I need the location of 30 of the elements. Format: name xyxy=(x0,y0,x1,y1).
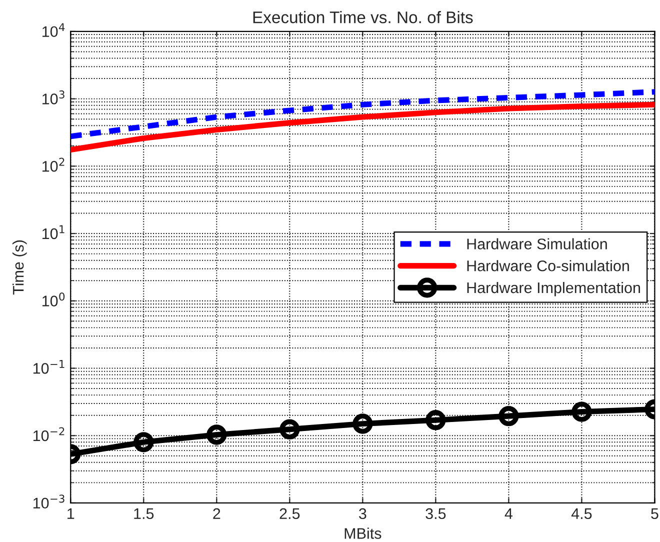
point xyxy=(280,419,300,440)
y-tick-label: 10$^{−1}$ xyxy=(33,360,64,374)
y-tick-label: 10$^{−3}$ xyxy=(33,494,64,509)
point xyxy=(206,424,227,445)
y-tick-label: 10$^{3}$ xyxy=(42,90,64,104)
x-tick-label: 3 xyxy=(359,508,366,520)
point xyxy=(352,414,373,434)
y-tick-label: 10$^{−2}$ xyxy=(33,427,64,442)
point xyxy=(572,402,592,422)
x-axis-title: MBits xyxy=(344,528,382,539)
x-tick-label: 4.5 xyxy=(571,508,592,520)
legend-label: Hardware Co-simulation xyxy=(467,260,629,272)
point xyxy=(426,410,446,430)
y-axis-title: Time (s) xyxy=(12,240,27,295)
x-tick-label: 2.5 xyxy=(280,508,300,520)
x-tick-label: 4 xyxy=(504,508,512,519)
point xyxy=(134,432,154,452)
x-tick-label: 3.5 xyxy=(426,508,446,520)
y-tick-label: 10$^{0}$ xyxy=(42,292,65,306)
y-tick-label: 10$^{4}$ xyxy=(42,23,65,38)
x-tick-label: 1 xyxy=(68,508,74,519)
x-tick-label: 1.5 xyxy=(134,508,154,520)
point xyxy=(498,406,519,426)
x-tick-label: 2 xyxy=(213,508,220,519)
legend-label: Hardware Implementation xyxy=(467,282,640,296)
chart-title: Execution Time vs. No. of Bits xyxy=(253,11,473,24)
x-tick-label: 5 xyxy=(651,508,658,520)
y-tick-label: 10$^{2}$ xyxy=(42,158,64,172)
legend-label: Hardware Simulation xyxy=(467,238,607,250)
y-tick-label: 10$^{1}$ xyxy=(42,225,64,240)
